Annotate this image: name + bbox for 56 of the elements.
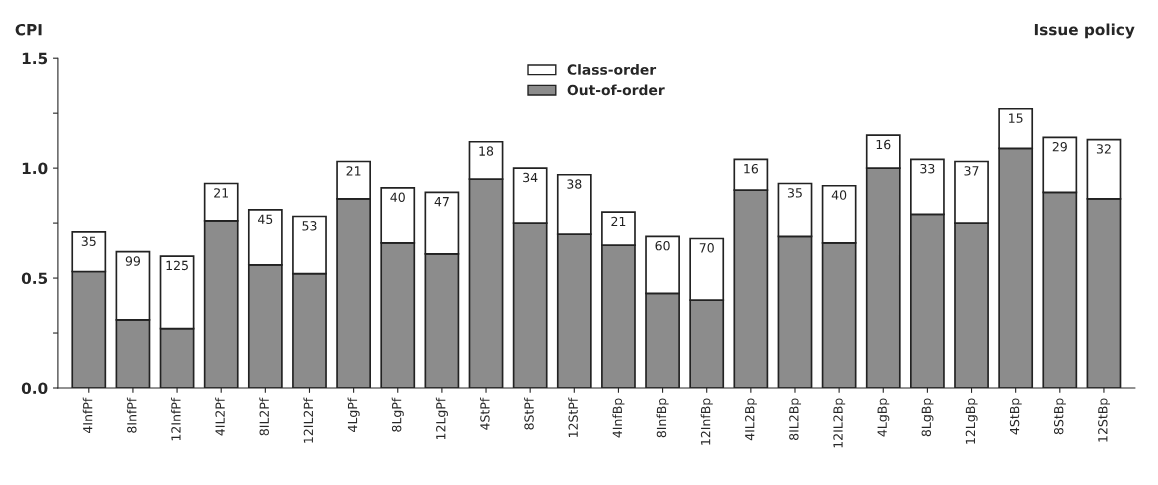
annotation: 70 (699, 243, 714, 253)
x-tick-label: 4IL2Pf (215, 397, 225, 436)
x-tick-label: 8StPf (524, 397, 534, 430)
x-tick-label: 12StPf (568, 397, 578, 438)
x-tick-label: 8InfBp (656, 398, 669, 438)
annotation: 16 (876, 139, 891, 150)
x-tick-label: 4LgPf (347, 397, 360, 432)
annotation: 21 (611, 216, 626, 226)
y-axis-title: CPI (15, 23, 42, 36)
annotation: 18 (479, 146, 494, 156)
annotation: 125 (166, 260, 188, 271)
y-tick-label: 1.5 (22, 52, 48, 65)
x-tick-label: 8LgPf (391, 397, 404, 432)
x-tick-label: 8LgBp (921, 398, 934, 437)
legend-label: Class-order (567, 64, 657, 75)
annotation: 32 (1096, 144, 1111, 154)
annotation: 35 (787, 188, 802, 198)
annotation: 34 (523, 172, 538, 183)
annotation: 40 (390, 192, 405, 202)
y-tick-label: 1.0 (22, 162, 48, 175)
annotation: 16 (744, 163, 759, 174)
x-axis-title: Issue policy (1034, 23, 1135, 39)
x-tick-label: 12LgBp (965, 398, 978, 444)
x-tick-label: 8InfPf (126, 397, 137, 433)
x-tick-label: 4IL2Bp (745, 398, 757, 441)
x-tick-label: 4StBp (1009, 398, 1022, 435)
x-tick-label: 12IL2Bp (833, 398, 846, 448)
x-tick-label: 12InfBp (700, 398, 713, 445)
annotation: 33 (920, 163, 935, 174)
annotation: 37 (964, 166, 979, 176)
annotation: 21 (346, 166, 361, 176)
annotation: 45 (258, 214, 273, 224)
y-tick-label: 0.0 (21, 382, 48, 395)
x-tick-label: 4InfPf (82, 397, 93, 434)
x-tick-label: 12LgPf (435, 397, 448, 440)
annotation: 38 (567, 179, 582, 189)
annotation: 47 (434, 197, 449, 207)
annotation: 99 (125, 256, 141, 266)
x-tick-label: 4InfBp (612, 398, 625, 438)
annotation: 21 (214, 188, 229, 198)
x-tick-label: 12StBp (1098, 398, 1110, 442)
annotation: 29 (1052, 141, 1067, 152)
x-tick-label: 8StBp (1053, 398, 1066, 435)
x-tick-label: 8IL2Pf (259, 397, 269, 436)
x-tick-label: 4LgBp (877, 398, 890, 437)
annotation: 35 (81, 236, 96, 246)
annotation: 60 (655, 240, 670, 251)
x-tick-label: 12InfPf (171, 397, 181, 441)
x-tick-label: 8IL2Bp (789, 398, 802, 440)
annotation: 53 (302, 221, 317, 231)
annotation: 40 (831, 190, 847, 200)
y-tick-label: 0.5 (21, 272, 48, 285)
annotation: 15 (1009, 113, 1023, 123)
x-tick-label: 12IL2Pf (303, 397, 313, 443)
x-tick-label: 4StPf (479, 397, 490, 430)
legend-label: Out-of-order (567, 84, 665, 96)
